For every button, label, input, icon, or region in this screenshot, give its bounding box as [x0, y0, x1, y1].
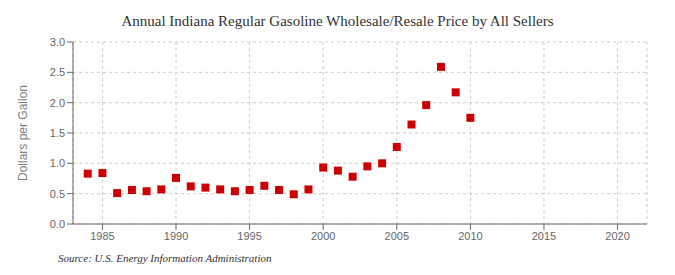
svg-text:2000: 2000: [311, 230, 335, 242]
svg-text:Dollars per Gallon: Dollars per Gallon: [16, 85, 30, 181]
svg-text:2.0: 2.0: [50, 97, 65, 109]
svg-text:2020: 2020: [605, 230, 629, 242]
svg-text:1985: 1985: [90, 230, 114, 242]
html-text:Annual Indiana Regular Gasolin: Annual Indiana Regular Gasoline Wholesal…: [121, 13, 554, 29]
svg-text:2015: 2015: [532, 230, 556, 242]
svg-text:3.0: 3.0: [50, 36, 65, 48]
svg-text:1.5: 1.5: [50, 127, 65, 139]
svg-text:0.5: 0.5: [50, 188, 65, 200]
svg-text:2.5: 2.5: [50, 66, 65, 78]
svg-text:1.0: 1.0: [50, 157, 65, 169]
svg-text:0.0: 0.0: [50, 218, 65, 230]
svg-text:2005: 2005: [385, 230, 409, 242]
html-text:Source: U.S. Energy Informatio: Source: U.S. Energy Information Administ…: [58, 252, 272, 264]
svg-text:2010: 2010: [458, 230, 482, 242]
svg-text:1995: 1995: [237, 230, 261, 242]
svg-text:1990: 1990: [164, 230, 188, 242]
